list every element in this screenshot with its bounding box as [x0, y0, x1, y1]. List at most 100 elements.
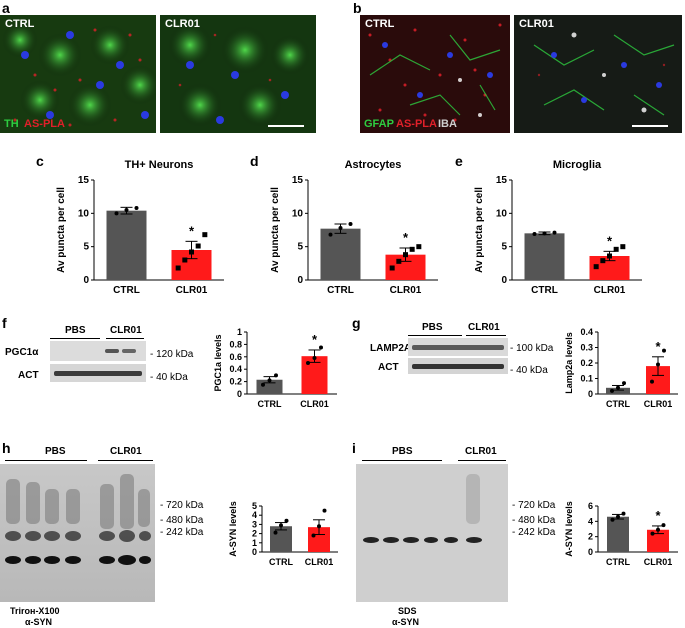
micrograph-b-clr01-image [514, 15, 682, 133]
panel-letter-a: a [2, 0, 10, 16]
data-point-e-1-0 [593, 264, 599, 270]
micrograph-a-clr01: CLR01 [160, 15, 316, 133]
blot-g-group-line-clr01 [466, 335, 506, 336]
micrograph-b-clr01-label: CLR01 [519, 18, 554, 30]
y-axis-label-i: A-SYN levels [564, 501, 574, 557]
x-tick-label-i-1: CLR01 [644, 557, 673, 567]
micrograph-a-ctrl: CTRL TH AS-PLA [0, 15, 156, 133]
significance-marker-c: * [189, 223, 195, 238]
blot-h-mw-480: - 480 kDa [160, 515, 204, 526]
y-axis-label-h: A-SYN levels [228, 501, 238, 557]
chart-i-asyn-levels: A-SYN levels 0 2 4 6 CTRL CLR01 * [564, 501, 678, 567]
blot-h-group-pbs: PBS [45, 446, 66, 457]
blot-i-group-line-clr01 [458, 460, 506, 461]
stain-label-iba: IBA [438, 118, 457, 130]
data-point-e-1-2 [607, 253, 612, 259]
data-point-d-1-1 [396, 258, 402, 264]
blot-h-group-clr01: CLR01 [110, 446, 142, 457]
micrograph-a-ctrl-image [0, 15, 156, 133]
micrograph-b-clr01: CLR01 [514, 15, 682, 133]
data-point-i-1-2 [661, 523, 666, 528]
blot-h-image [0, 464, 155, 602]
blot-h-mw-242: - 242 kDa [160, 527, 204, 538]
data-point-g-1-1 [656, 362, 660, 367]
significance-marker-f: * [312, 332, 318, 347]
data-point-i-1-1 [656, 527, 660, 532]
data-point-e-0-2 [552, 230, 557, 235]
blot-h-group-line-pbs [5, 460, 87, 461]
panel-letter-c: c [36, 153, 44, 169]
x-tick-label-f-0: CTRL [258, 399, 282, 409]
y-tick-label-g-4: 0.4 [580, 327, 593, 337]
y-tick-label-f-1: 0.2 [229, 377, 242, 387]
x-tick-label-d-0: CTRL [327, 285, 354, 296]
chart-astrocytes: Astrocytes Av puncta per cell 0 5 10 15 CTRL CL… [270, 159, 438, 296]
y-tick-label-h-1: 1 [252, 538, 257, 548]
data-point-h-1-0 [311, 533, 316, 538]
data-point-d-0-2 [348, 222, 353, 226]
blot-i-mw-480: - 480 kDa [512, 515, 556, 526]
panel-letter-i: i [352, 440, 356, 456]
chart-th-neurons: TH+ Neurons Av puncta per cell 0 5 10 15 CTRL C… [56, 159, 224, 296]
y-tick-label-h-5: 5 [252, 501, 257, 511]
data-point-f-0-1 [267, 378, 272, 383]
blot-h-caption-antibody: α-SYN [25, 617, 53, 627]
x-tick-label-g-0: CTRL [606, 399, 630, 409]
y-tick-label-i-1: 2 [588, 532, 593, 542]
scale-bar-b [632, 125, 668, 127]
chart-title-e: Microglia [553, 159, 602, 171]
data-point-g-0-2 [622, 381, 626, 386]
data-point-e-1-1 [600, 258, 606, 264]
panel-letter-h: h [2, 440, 11, 456]
blot-h-caption-detergent: Trirон-X100 [10, 606, 60, 616]
data-point-g-1-2 [662, 348, 666, 353]
data-point-e-0-0 [532, 232, 537, 236]
data-point-e-1-3 [613, 246, 619, 252]
data-point-i-0-2 [621, 511, 626, 516]
y-axis-label-d: Av puncta per cell [270, 187, 281, 273]
y-tick-label-c-1: 5 [83, 242, 89, 253]
stain-label-as-pla: AS-PLA [24, 118, 65, 130]
data-point-g-1-0 [650, 379, 654, 384]
x-tick-label-g-1: CLR01 [644, 399, 673, 409]
data-point-h-1-1 [317, 524, 321, 529]
x-tick-label-c-1: CLR01 [176, 285, 208, 296]
blot-g-group-clr01: CLR01 [468, 322, 500, 333]
data-point-d-1-4 [416, 244, 422, 250]
blot-f-group-line-clr01 [106, 338, 144, 339]
data-point-c-1-4 [202, 232, 208, 238]
y-axis-label-c: Av puncta per cell [56, 187, 67, 273]
data-point-g-0-0 [610, 388, 614, 393]
blot-i-mw-242: - 242 kDa [512, 527, 556, 538]
y-tick-label-i-3: 6 [588, 501, 593, 511]
data-point-d-0-1 [338, 226, 343, 230]
y-tick-label-g-0: 0 [588, 389, 593, 399]
data-point-c-1-0 [175, 265, 181, 271]
blot-f-mw-40: - 40 kDa [150, 372, 188, 383]
y-tick-label-h-0: 0 [252, 547, 257, 557]
blot-f-group-clr01: CLR01 [110, 325, 142, 336]
data-point-c-0-2 [134, 206, 139, 210]
data-point-f-1-2 [319, 345, 323, 350]
data-point-d-1-3 [409, 246, 415, 252]
data-point-e-1-4 [620, 244, 626, 250]
data-point-c-1-1 [182, 257, 188, 263]
x-tick-label-h-0: CTRL [269, 557, 293, 567]
y-axis-label-e: Av puncta per cell [474, 187, 485, 273]
y-tick-label-d-0: 0 [297, 275, 303, 286]
chart-microglia: Microglia Av puncta per cell 0 5 10 15 CTRL CLR… [474, 159, 642, 296]
blot-g-group-pbs: PBS [422, 322, 443, 333]
blot-f-mw-120: - 120 kDa [150, 349, 194, 360]
panel-letter-f: f [2, 315, 7, 331]
scale-bar-a [268, 125, 304, 127]
data-point-c-0-1 [124, 208, 129, 212]
blot-h-group-line-clr01 [98, 460, 153, 461]
blot-i-caption-detergent: SDS [398, 606, 417, 616]
bar-h-clr01 [308, 527, 330, 552]
y-tick-label-f-5: 1 [237, 327, 242, 337]
blot-i-caption-antibody: α-SYN [392, 617, 420, 627]
stain-label-th: TH [4, 118, 19, 130]
y-tick-label-d-2: 10 [292, 208, 304, 219]
x-tick-label-c-0: CTRL [113, 285, 140, 296]
